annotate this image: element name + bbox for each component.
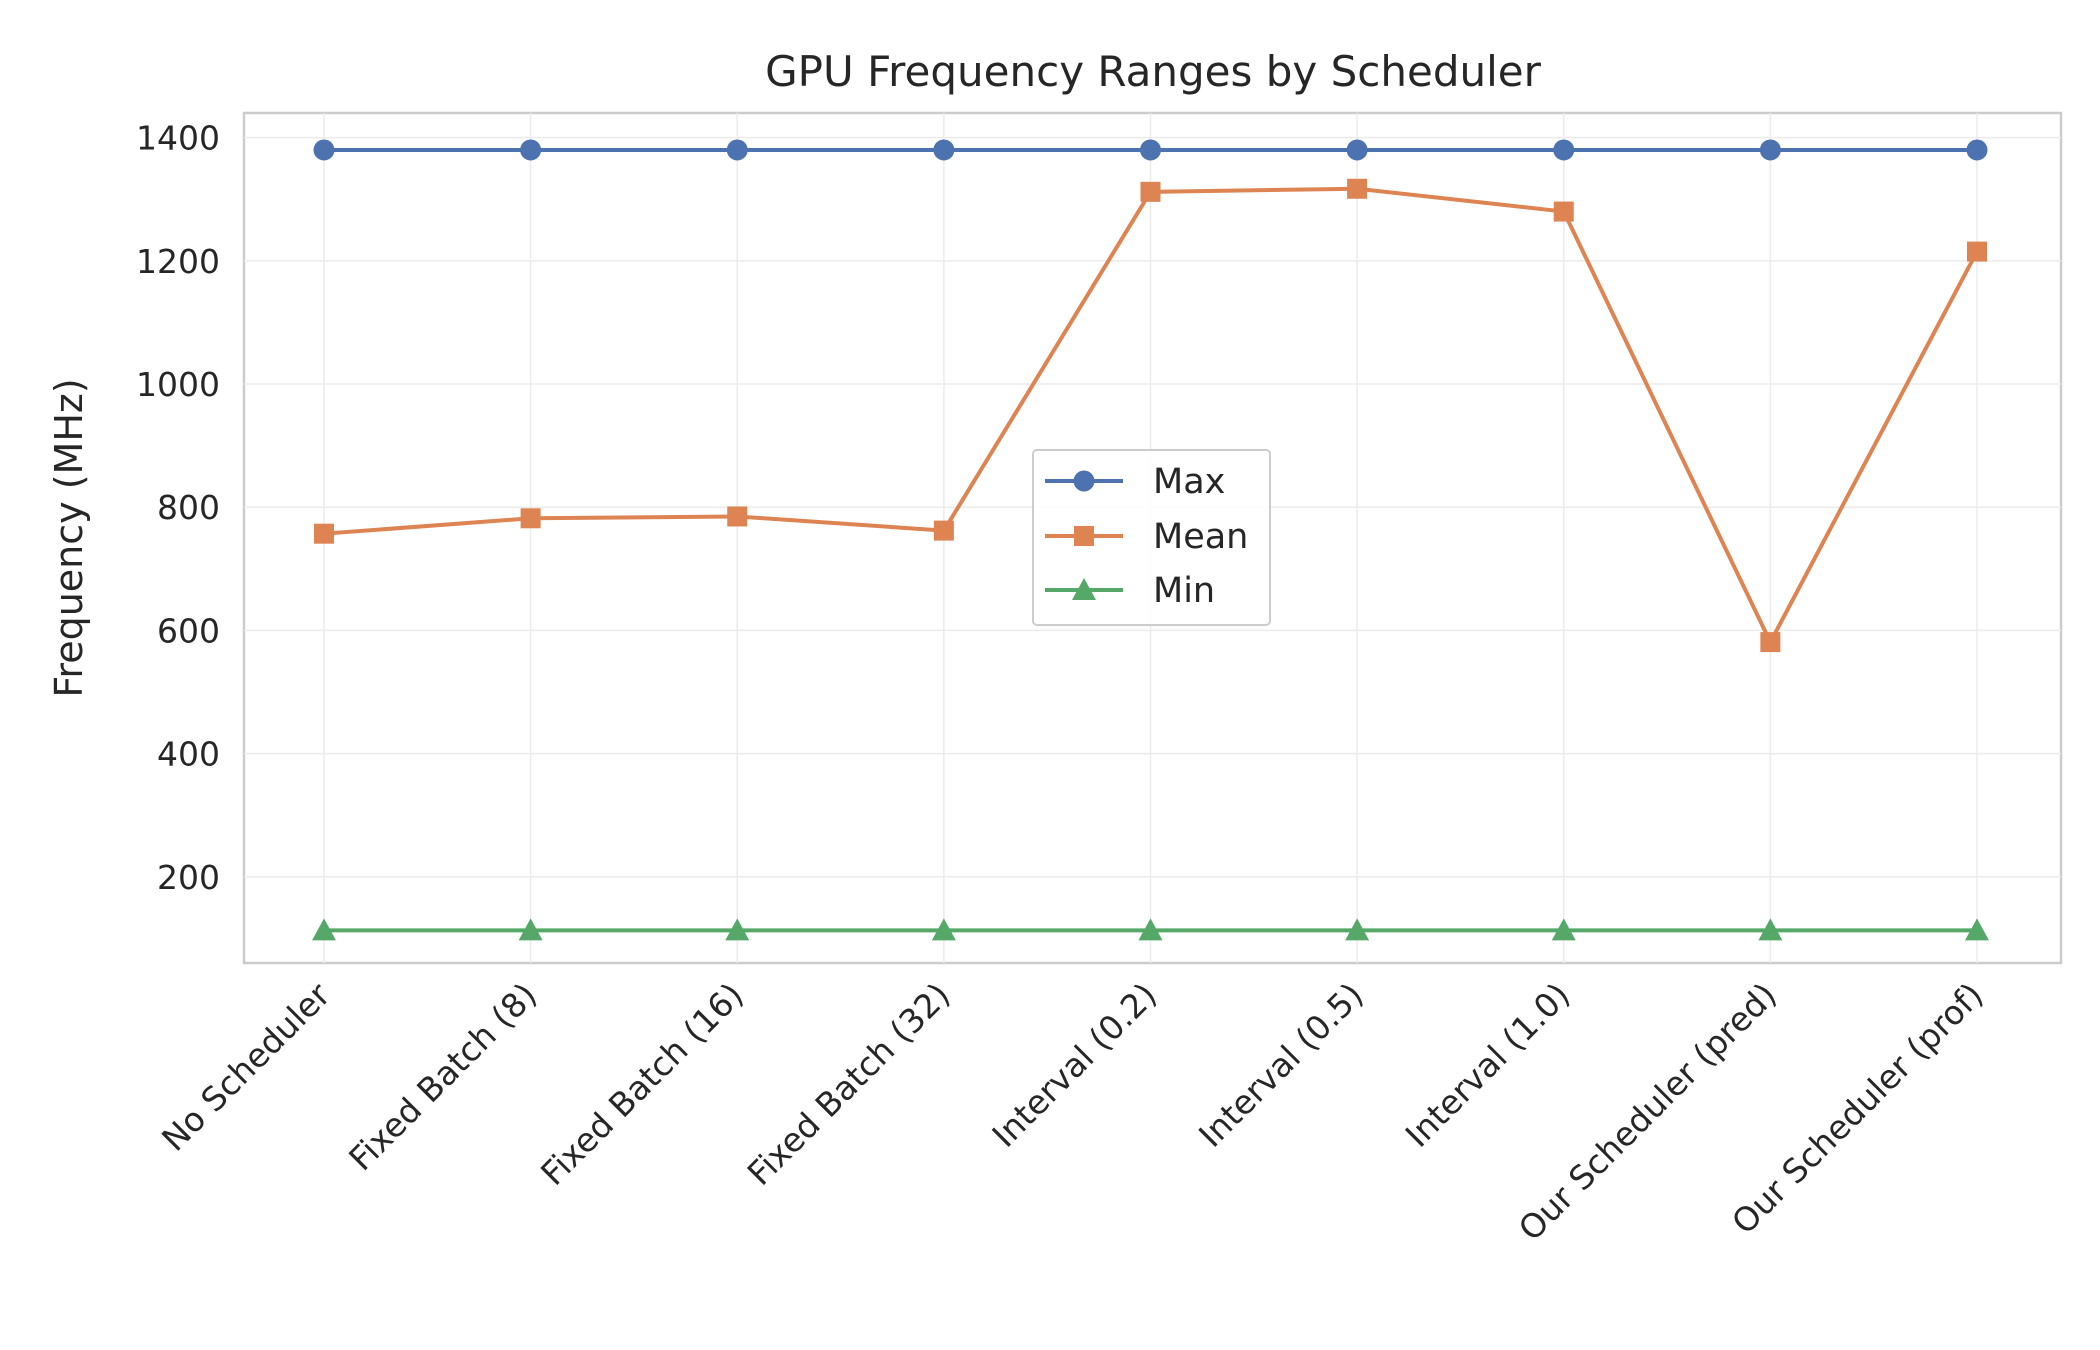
chart-title: GPU Frequency Ranges by Scheduler xyxy=(765,47,1542,96)
legend-label: Max xyxy=(1153,462,1225,502)
data-point-min xyxy=(1965,918,1989,941)
data-point-min xyxy=(1138,918,1163,941)
y-axis-label: Frequency (MHz) xyxy=(47,378,91,697)
data-point-min xyxy=(1345,918,1370,941)
grid-lines xyxy=(244,113,2061,963)
data-point-mean xyxy=(1967,241,1987,262)
y-tick-label: 1000 xyxy=(136,365,220,404)
data-point-max xyxy=(1966,139,1988,161)
data-point-min xyxy=(518,918,543,941)
y-tick-label: 800 xyxy=(157,488,220,527)
series-max xyxy=(313,139,1988,161)
y-tick-label: 600 xyxy=(157,611,220,650)
x-tick-label: Fixed Batch (32) xyxy=(740,975,958,1193)
legend-marker xyxy=(1072,578,1096,600)
series-mean xyxy=(314,178,1987,653)
data-point-mean xyxy=(1760,632,1781,653)
data-point-mean xyxy=(933,520,954,541)
x-tick-label: No Scheduler xyxy=(154,975,338,1159)
legend-entry-mean: Mean xyxy=(1045,517,1248,557)
x-axis-ticks: No Scheduler Fixed Batch (8)Fixed Batch (… xyxy=(154,975,1991,1249)
legend: Max Mean Min xyxy=(1032,449,1271,626)
data-point-min xyxy=(1758,918,1783,941)
data-point-min xyxy=(725,918,750,941)
y-tick-label: 1400 xyxy=(136,119,220,158)
legend-entry-max: Max xyxy=(1045,462,1225,502)
data-point-mean xyxy=(727,506,748,527)
data-point-mean xyxy=(1140,181,1161,202)
data-point-mean xyxy=(314,523,334,544)
legend-label: Mean xyxy=(1153,517,1248,557)
data-point-max xyxy=(313,139,335,161)
series-min xyxy=(312,918,1989,941)
x-tick-label: Interval (0.5) xyxy=(1191,975,1371,1155)
data-point-min xyxy=(312,918,336,941)
data-point-mean xyxy=(1347,178,1368,199)
x-tick-label: Fixed Batch (8) xyxy=(341,975,544,1178)
y-tick-label: 400 xyxy=(157,735,220,774)
series-layer xyxy=(312,139,1989,941)
x-tick-label: Interval (0.2) xyxy=(984,975,1164,1155)
y-axis-ticks: 200 400 600 800 1000 1200 1400 xyxy=(136,119,220,897)
data-point-min xyxy=(931,918,956,941)
data-point-mean xyxy=(520,508,541,529)
data-point-max xyxy=(1553,139,1575,161)
legend-marker xyxy=(1074,526,1094,546)
legend-box xyxy=(1032,449,1271,626)
y-tick-label: 1200 xyxy=(136,242,220,281)
data-point-min xyxy=(1551,918,1576,941)
legend-label: Min xyxy=(1153,571,1215,611)
data-point-max xyxy=(1346,139,1368,161)
data-point-max xyxy=(520,139,542,161)
x-tick-label: Fixed Batch (16) xyxy=(533,975,751,1193)
data-point-max xyxy=(933,139,955,161)
data-point-mean xyxy=(1553,201,1574,222)
y-tick-label: 200 xyxy=(157,858,220,897)
legend-marker xyxy=(1073,470,1095,492)
legend-entry-min: Min xyxy=(1045,571,1215,611)
data-point-max xyxy=(726,139,748,161)
data-point-max xyxy=(1759,139,1781,161)
data-point-max xyxy=(1140,139,1161,161)
x-tick-label: Interval (1.0) xyxy=(1398,975,1578,1155)
